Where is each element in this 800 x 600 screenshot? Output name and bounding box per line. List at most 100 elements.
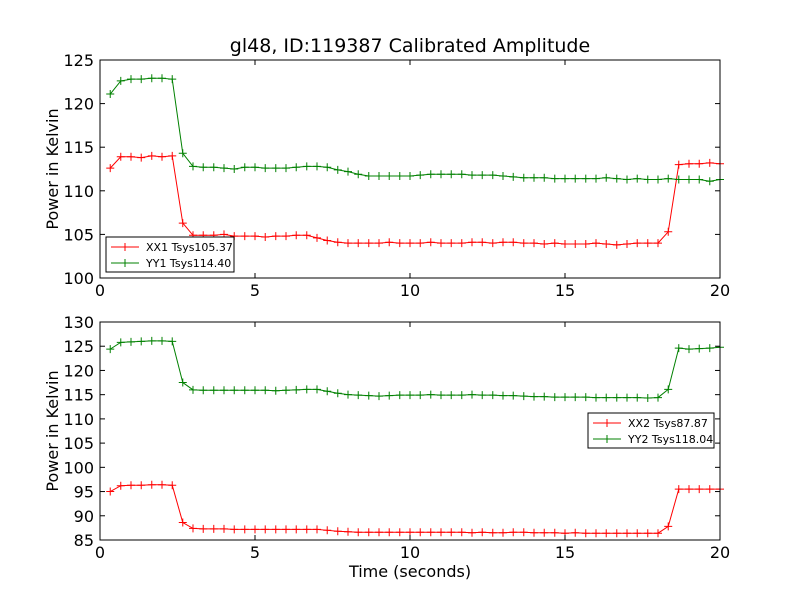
data-point — [540, 173, 549, 182]
data-point — [478, 238, 487, 247]
data-point — [116, 152, 125, 161]
data-point — [468, 528, 476, 537]
data-point — [178, 219, 187, 228]
data-point — [385, 528, 394, 537]
data-point — [189, 385, 197, 394]
data-point — [685, 175, 693, 184]
data-point — [571, 528, 580, 537]
data-point — [550, 174, 559, 183]
data-point — [251, 525, 259, 534]
data-point — [323, 236, 332, 245]
data-point — [313, 525, 321, 534]
data-point — [220, 164, 228, 173]
data-point — [612, 240, 621, 249]
data-point — [426, 170, 435, 179]
data-point — [540, 392, 549, 401]
data-point — [447, 391, 456, 400]
data-point — [251, 386, 259, 395]
data-point — [654, 393, 662, 402]
data-point — [592, 529, 600, 538]
data-point — [623, 175, 631, 184]
data-point — [220, 524, 228, 533]
data-point — [137, 153, 146, 162]
data-point — [354, 239, 363, 248]
data-point — [457, 170, 466, 179]
data-point — [705, 177, 714, 186]
y-tick-label: 125 — [63, 337, 94, 356]
data-point — [209, 163, 218, 172]
x-tick-label: 20 — [710, 543, 730, 562]
data-point — [509, 238, 518, 247]
legend-entry: YY2 Tsys118.04 — [627, 433, 713, 446]
data-point — [261, 164, 270, 173]
legend-frame — [105, 236, 235, 273]
data-point — [199, 163, 208, 172]
data-point — [261, 233, 270, 242]
y-tick-label: 105 — [63, 434, 94, 453]
data-point — [292, 525, 301, 534]
data-point — [302, 231, 311, 240]
data-point — [664, 522, 673, 531]
data-point — [147, 151, 156, 160]
data-point — [364, 391, 373, 400]
data-point — [499, 171, 507, 180]
data-point — [437, 528, 445, 537]
data-point — [581, 174, 590, 183]
x-tick-label: 0 — [95, 281, 105, 300]
data-point — [344, 167, 352, 176]
data-point — [581, 239, 590, 248]
data-point — [116, 76, 125, 85]
data-point — [519, 528, 528, 537]
data-point — [116, 338, 125, 347]
data-point — [633, 239, 642, 248]
data-point — [488, 391, 497, 400]
data-point — [395, 391, 404, 400]
data-point — [209, 386, 218, 395]
data-point — [158, 74, 166, 83]
data-point — [178, 149, 187, 158]
data-point — [271, 232, 280, 241]
data-point — [375, 239, 383, 248]
legend-swatch-marker — [121, 259, 129, 267]
legend-entry: XX2 Tsys87.87 — [628, 417, 708, 430]
y-tick-label: 115 — [63, 386, 94, 405]
data-point — [705, 158, 714, 167]
data-point — [313, 162, 321, 171]
data-point — [633, 174, 642, 183]
data-point — [406, 391, 414, 400]
data-point — [406, 528, 414, 537]
data-point — [592, 174, 600, 183]
data-point — [158, 152, 166, 161]
data-point — [530, 239, 538, 248]
data-point — [344, 239, 352, 248]
data-point — [302, 162, 311, 171]
data-point — [623, 239, 631, 248]
data-point — [478, 391, 487, 400]
data-point — [147, 480, 156, 489]
data-point — [571, 239, 580, 248]
data-point — [292, 231, 301, 240]
data-point — [147, 74, 156, 83]
data-point — [674, 175, 683, 184]
data-point — [385, 238, 394, 247]
data-point — [137, 481, 146, 490]
data-point — [478, 528, 487, 537]
data-point — [354, 391, 363, 400]
data-point — [168, 481, 177, 490]
y-tick-label: 130 — [63, 313, 94, 332]
data-point — [447, 170, 456, 179]
data-point — [127, 152, 135, 161]
data-point — [509, 391, 518, 400]
data-point — [147, 336, 156, 345]
data-point — [592, 393, 600, 402]
data-point — [437, 239, 445, 248]
y-axis-label: Power in Kelvin — [43, 108, 62, 229]
x-tick-label: 20 — [710, 281, 730, 300]
x-tick-label: 10 — [400, 543, 420, 562]
data-point — [447, 239, 456, 248]
data-point — [695, 159, 704, 168]
data-point — [654, 175, 662, 184]
data-point — [499, 391, 507, 400]
data-point — [457, 528, 466, 537]
